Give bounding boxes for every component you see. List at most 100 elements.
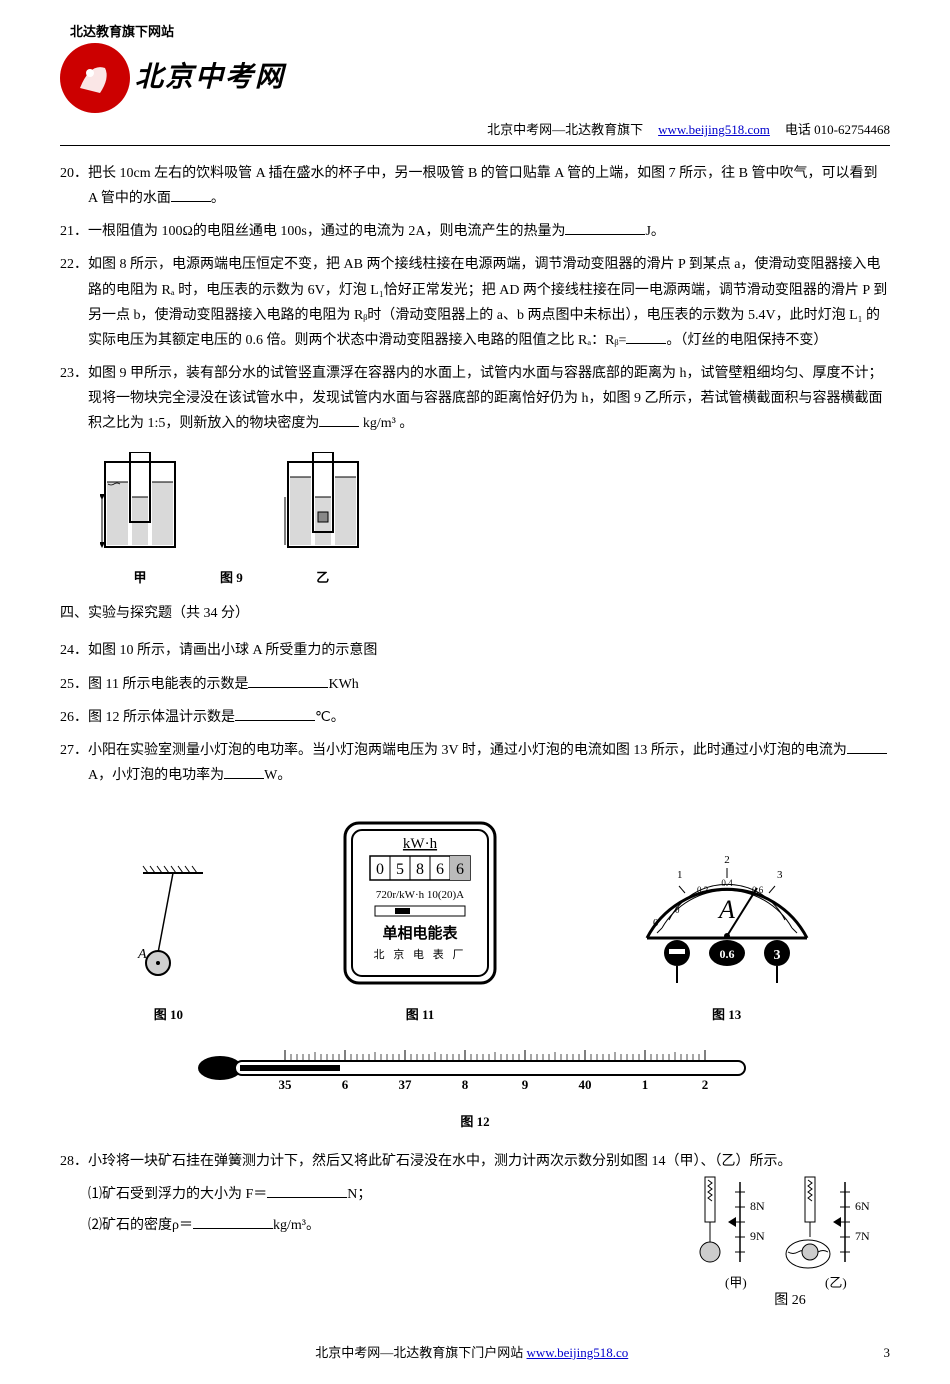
q22-num: 22． — [60, 257, 88, 272]
question-27: 27．小阳在实验室测量小灯泡的电功率。当小灯泡两端电压为 3V 时，通过小灯泡的… — [60, 738, 890, 788]
fig9-label-right: 乙 — [283, 566, 363, 589]
q27-text-b: A，小灯泡的电功率为 — [88, 768, 224, 783]
svg-text:0: 0 — [675, 905, 680, 915]
q26-num: 26． — [60, 710, 88, 725]
fig12-label: 图 12 — [60, 1110, 890, 1133]
figure-12-row: 35 6 37 8 9 40 1 2 图 12 — [60, 1041, 890, 1134]
svg-text:720r/kW·h 10(20)A: 720r/kW·h 10(20)A — [376, 889, 464, 901]
svg-text:6: 6 — [342, 1077, 349, 1092]
q25-num: 25． — [60, 677, 88, 692]
svg-text:1: 1 — [642, 1077, 649, 1092]
footer-text: 北京中考网—北达教育旗下门户网站 — [315, 1345, 526, 1360]
svg-text:37: 37 — [399, 1077, 413, 1092]
question-23: 23．如图 9 甲所示，装有部分水的试管竖直漂浮在容器内的水面上，试管内水面与容… — [60, 361, 890, 437]
q23-text-a: 如图 9 甲所示，装有部分水的试管竖直漂浮在容器内的水面上，试管内水面与容器底部… — [88, 366, 883, 431]
question-22: 22．如图 8 所示，电源两端电压恒定不变，把 AB 两个接线柱接在电源两端，调… — [60, 252, 890, 353]
figure-14: 8N 9N 6N 7N (甲) (乙) 图 26 — [690, 1172, 890, 1321]
q27-num: 27． — [60, 743, 88, 758]
svg-text:0.2: 0.2 — [697, 885, 708, 895]
logo-icon — [60, 43, 130, 113]
svg-text:(甲): (甲) — [725, 1275, 747, 1290]
ammeter-diagram: 0 1 2 3 0 0.2 0.4 0.6 A 0.6 3 — [627, 818, 827, 988]
content-body: 20．把长 10cm 左右的饮料吸管 A 插在盛水的杯子中，另一根吸管 B 的管… — [60, 161, 890, 1365]
figures-row-2: A 图 10 kW·h 0 5 8 6 6 720r/kW·h 10(20)A — [60, 818, 890, 1026]
page-number: 3 — [884, 1341, 891, 1364]
logo-caption: 北达教育旗下网站 — [70, 20, 890, 43]
svg-text:A: A — [717, 895, 735, 924]
svg-text:(乙): (乙) — [825, 1275, 847, 1290]
fig9-label-center: 图 9 — [220, 566, 243, 589]
footer-url-link[interactable]: www.beijing518.co — [527, 1345, 629, 1360]
q28-sub2-a: ⑵矿石的密度ρ＝ — [88, 1218, 193, 1233]
svg-text:1: 1 — [677, 869, 683, 881]
logo-box: 北京中考网 — [60, 43, 890, 113]
q27-blank-2 — [224, 765, 264, 779]
figure-9-left: h 甲 — [100, 452, 180, 590]
header-site-text: 北京中考网—北达教育旗下 — [487, 118, 643, 141]
svg-text:图 26: 图 26 — [774, 1293, 806, 1308]
q28-sub1-b: N； — [347, 1187, 371, 1202]
figure-11: kW·h 0 5 8 6 6 720r/kW·h 10(20)A 单相电能表 北… — [340, 818, 500, 1026]
logo-text: 北京中考网 — [135, 53, 285, 103]
pendulum-diagram: A — [123, 858, 213, 988]
q25-blank — [248, 674, 328, 688]
svg-text:3: 3 — [777, 869, 783, 881]
svg-text:北 京 电 表 厂: 北 京 电 表 厂 — [373, 947, 466, 961]
q27-text-c: W。 — [264, 768, 291, 783]
svg-text:3: 3 — [773, 948, 780, 963]
figure-9-center-label: 图 9 — [220, 561, 243, 589]
svg-text:8: 8 — [416, 861, 424, 878]
question-21: 21．一根阻值为 100Ω的电阻丝通电 100s，通过的电流为 2A，则电流产生… — [60, 219, 890, 244]
q20-num: 20． — [60, 166, 88, 181]
header-url-link[interactable]: www.beijing518.com — [658, 118, 770, 141]
svg-text:9: 9 — [522, 1077, 529, 1092]
q20-blank — [171, 188, 211, 202]
q24-text: 如图 10 所示，请画出小球 A 所受重力的示意图 — [88, 643, 377, 658]
q28-blank-2 — [193, 1215, 273, 1229]
question-25: 25．图 11 所示电能表的示数是 KWh — [60, 672, 890, 697]
svg-text:0: 0 — [376, 861, 384, 878]
q27-text-a: 小阳在实验室测量小灯泡的电功率。当小灯泡两端电压为 3V 时，通过小灯泡的电流如… — [88, 743, 847, 758]
q25-text-a: 图 11 所示电能表的示数是 — [88, 677, 248, 692]
q21-text-a: 一根阻值为 100Ω的电阻丝通电 100s，通过的电流为 2A，则电流产生的热量… — [88, 224, 565, 239]
header-logo-section: 北达教育旗下网站 北京中考网 — [60, 20, 890, 113]
thermometer-diagram: 35 6 37 8 9 40 1 2 — [195, 1041, 755, 1096]
svg-text:6N: 6N — [855, 1199, 870, 1213]
svg-text:A: A — [137, 947, 147, 962]
svg-text:35: 35 — [279, 1077, 293, 1092]
svg-text:0: 0 — [653, 917, 659, 929]
svg-text:7N: 7N — [855, 1229, 870, 1243]
q28-text: 小玲将一块矿石挂在弹簧测力计下，然后又将此矿石浸没在水中，测力计两次示数分别如图… — [88, 1154, 792, 1169]
svg-text:9N: 9N — [750, 1229, 765, 1243]
svg-text:单相电能表: 单相电能表 — [382, 924, 458, 942]
header-info-line: 北京中考网—北达教育旗下 www.beijing518.com 电话 010-6… — [60, 118, 890, 145]
page-footer: 北京中考网—北达教育旗下门户网站 www.beijing518.co 3 — [60, 1341, 890, 1364]
svg-text:0.6: 0.6 — [719, 947, 734, 961]
svg-text:2: 2 — [702, 1077, 709, 1092]
q21-text-b: J。 — [645, 224, 664, 239]
tube-diagram-left: h — [100, 452, 180, 552]
figure-9-right: h 乙 — [283, 452, 363, 590]
q23-num: 23． — [60, 366, 88, 381]
q22-text-b: 。（灯丝的电阻保持不变） — [666, 333, 827, 348]
q24-num: 24． — [60, 643, 88, 658]
svg-text:0.4: 0.4 — [721, 878, 733, 888]
fig9-label-left: 甲 — [100, 566, 180, 589]
q28-num: 28． — [60, 1154, 88, 1169]
q25-text-b: KWh — [328, 677, 358, 692]
svg-text:8N: 8N — [750, 1199, 765, 1213]
energy-meter-diagram: kW·h 0 5 8 6 6 720r/kW·h 10(20)A 单相电能表 北… — [340, 818, 500, 988]
q21-blank — [565, 221, 645, 235]
svg-text:40: 40 — [579, 1077, 592, 1092]
section-4-title: 四、实验与探究题（共 34 分） — [60, 601, 890, 626]
svg-text:5: 5 — [396, 861, 404, 878]
q26-blank — [235, 707, 315, 721]
q28-sub1-a: ⑴矿石受到浮力的大小为 F＝ — [88, 1187, 267, 1202]
question-20: 20．把长 10cm 左右的饮料吸管 A 插在盛水的杯子中，另一根吸管 B 的管… — [60, 161, 890, 211]
figure-13: 0 1 2 3 0 0.2 0.4 0.6 A 0.6 3 — [627, 818, 827, 1026]
svg-text:6: 6 — [436, 861, 444, 878]
question-26: 26．图 12 所示体温计示数是℃。 — [60, 705, 890, 730]
q23-text-b: kg/m³ 。 — [359, 416, 413, 431]
q20-text-b: 。 — [211, 191, 225, 206]
q26-text-b: ℃。 — [315, 710, 345, 725]
